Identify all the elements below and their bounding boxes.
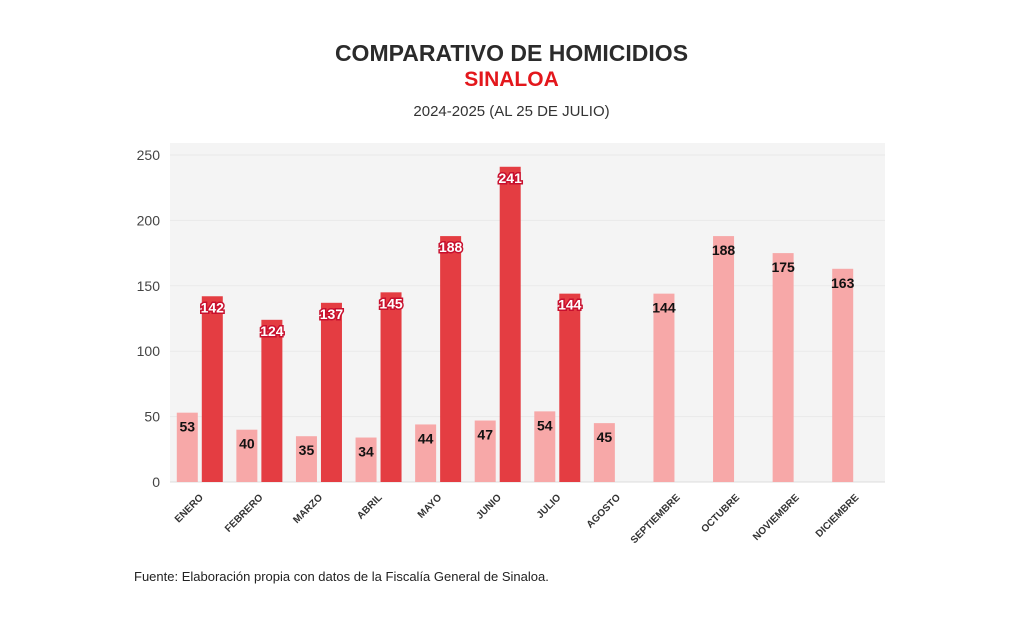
source-note: Fuente: Elaboración propia con datos de … <box>134 569 549 584</box>
bar-2025 <box>320 302 342 482</box>
bar-2025 <box>559 293 581 482</box>
x-tick-label: OCTUBRE <box>699 492 742 535</box>
bar-2024 <box>474 420 496 482</box>
data-label: 144 <box>558 297 582 313</box>
bar-2025 <box>499 166 521 482</box>
data-label: 142 <box>201 299 225 315</box>
y-tick-label: 50 <box>144 409 160 425</box>
y-tick-label: 150 <box>137 278 161 294</box>
data-label: 45 <box>597 429 613 445</box>
data-label: 35 <box>299 442 315 458</box>
data-label: 188 <box>712 242 736 258</box>
x-tick-label: ENERO <box>173 492 206 525</box>
data-label: 175 <box>771 259 795 275</box>
chart-period: 2024-2025 (AL 25 DE JULIO) <box>413 103 610 120</box>
x-tick-label: MARZO <box>291 492 325 526</box>
data-label: 145 <box>379 295 403 311</box>
y-tick-label: 100 <box>137 343 161 359</box>
bar-2024 <box>415 424 437 482</box>
bar-2025 <box>380 292 402 482</box>
y-tick-label: 200 <box>137 212 161 228</box>
x-tick-label: AGOSTO <box>585 492 623 530</box>
data-label: 124 <box>260 323 284 339</box>
x-tick-label: MAYO <box>416 492 444 520</box>
bar-2024 <box>355 437 377 482</box>
x-tick-label: JUNIO <box>474 492 504 522</box>
data-label: 241 <box>499 170 523 186</box>
plot-area <box>170 143 885 482</box>
chart-subtitle: SINALOA <box>464 68 559 91</box>
data-label: 53 <box>180 419 196 435</box>
data-label: 188 <box>439 239 463 255</box>
bar-2024 <box>593 423 615 482</box>
bar-2024 <box>653 293 675 482</box>
bar-2024 <box>176 412 198 482</box>
y-tick-label: 250 <box>137 147 161 163</box>
data-label: 47 <box>477 427 493 443</box>
data-label: 54 <box>537 417 553 433</box>
y-tick-label: 0 <box>152 474 160 490</box>
bar-2025 <box>440 236 462 482</box>
bar-2024 <box>832 268 854 482</box>
data-label: 144 <box>652 300 676 316</box>
data-label: 163 <box>831 275 855 291</box>
data-label: 137 <box>320 306 344 322</box>
bar-2025 <box>261 319 283 482</box>
data-label: 40 <box>239 436 255 452</box>
data-label: 44 <box>418 430 434 446</box>
x-tick-label: NOVIEMBRE <box>751 492 802 543</box>
bar-2024 <box>713 236 735 482</box>
bar-2024 <box>772 253 794 482</box>
x-tick-label: FEBRERO <box>223 492 266 535</box>
bar-2024 <box>236 429 258 482</box>
bar-2024 <box>534 411 556 482</box>
x-tick-label: JULIO <box>535 492 564 521</box>
data-label: 34 <box>358 444 374 460</box>
x-tick-label: DICIEMBRE <box>814 492 862 540</box>
x-tick-label: SEPTIEMBRE <box>629 492 683 546</box>
chart-title: COMPARATIVO DE HOMICIDIOS <box>334 40 689 66</box>
bar-2025 <box>201 296 223 482</box>
bar-2024 <box>295 436 317 482</box>
x-tick-label: ABRIL <box>355 492 384 521</box>
